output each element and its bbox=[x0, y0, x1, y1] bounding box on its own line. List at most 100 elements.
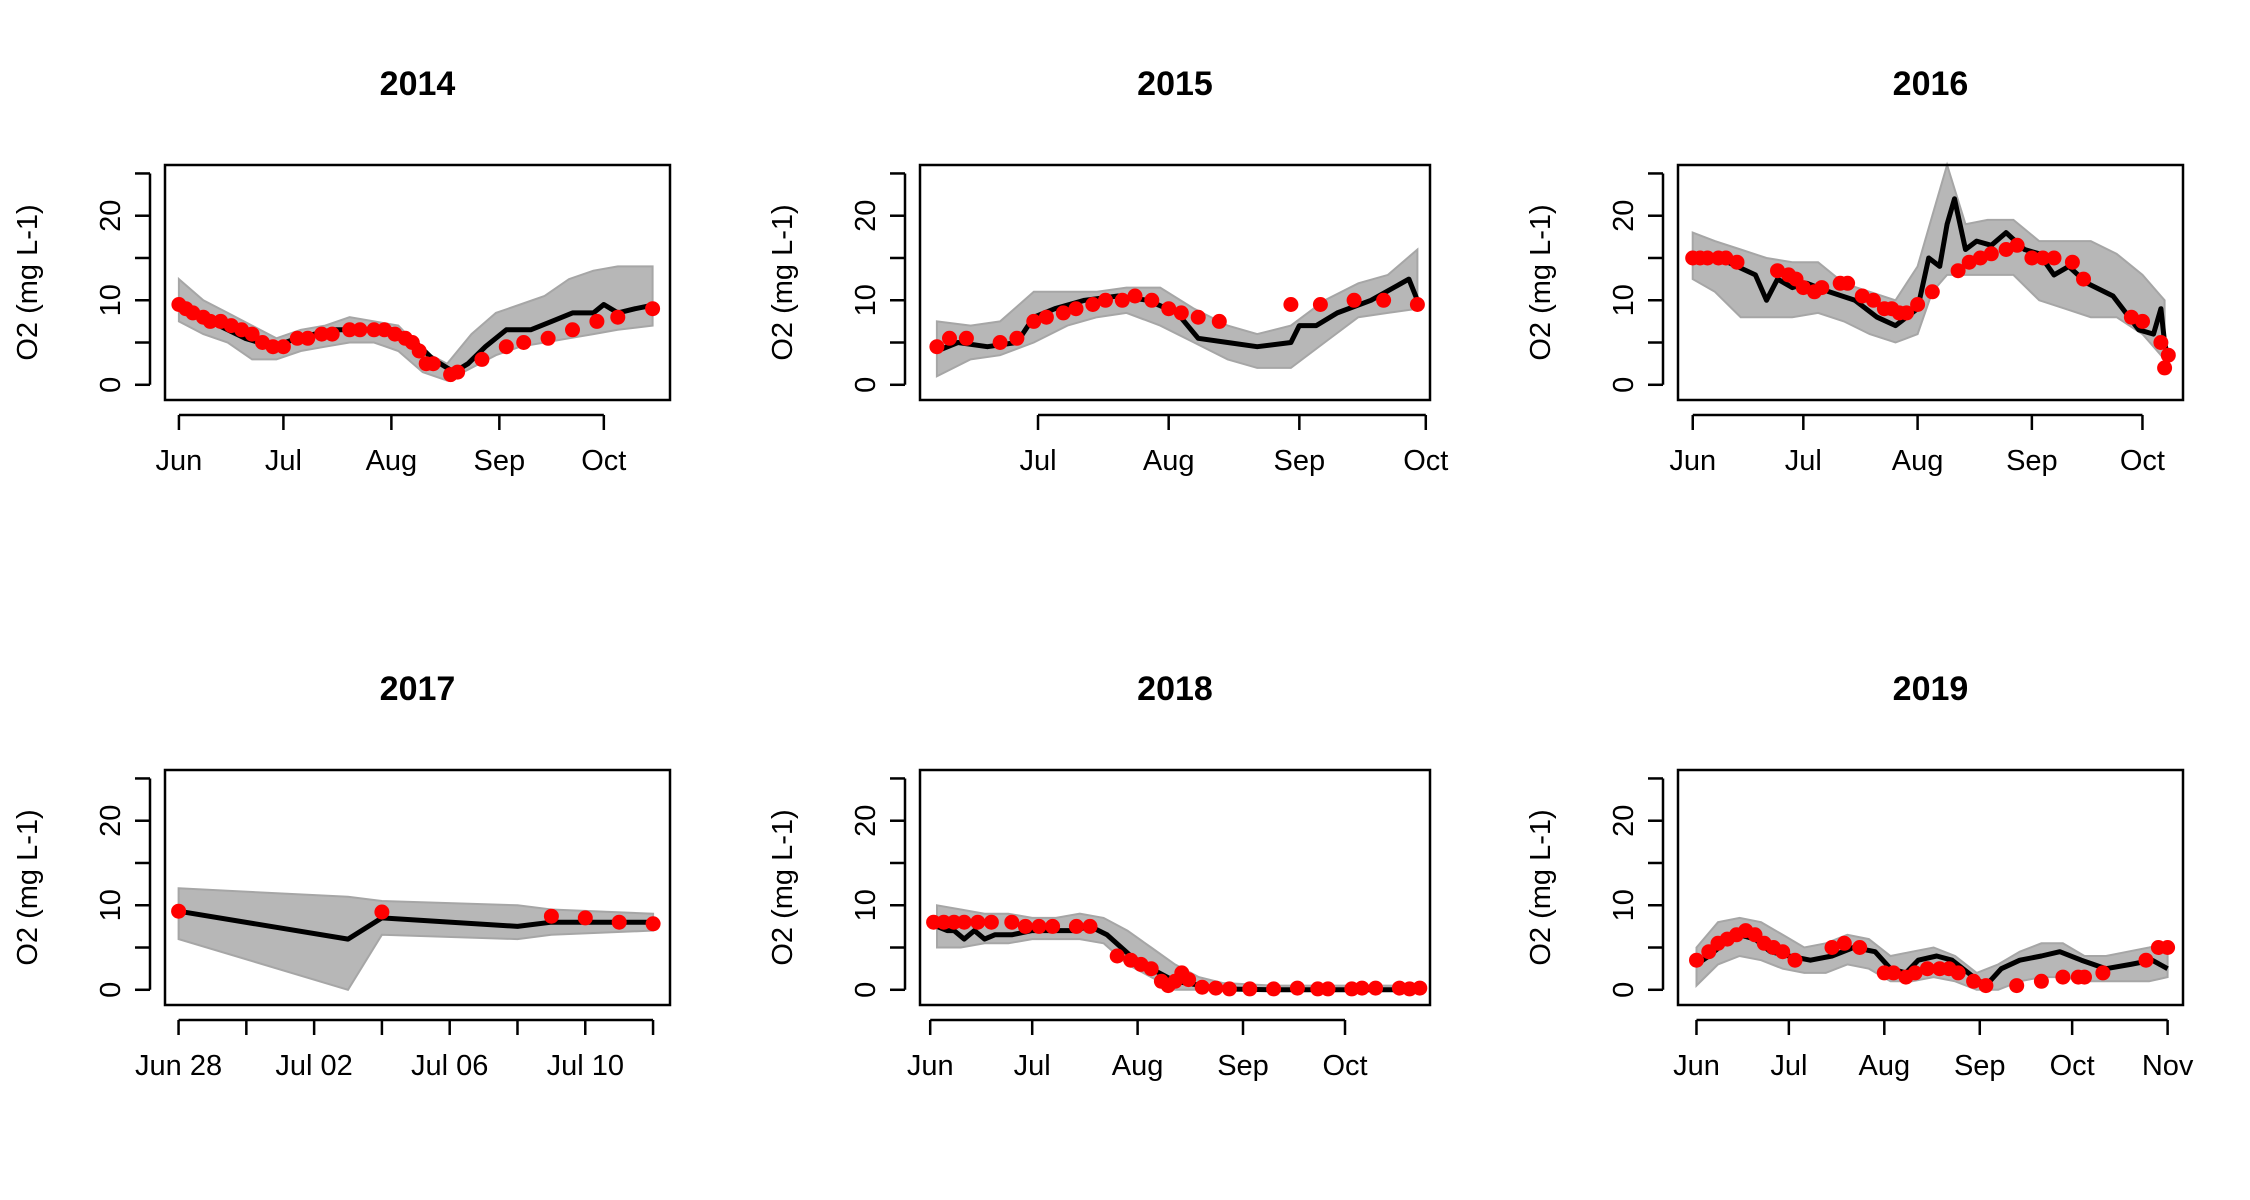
observed-point bbox=[366, 322, 382, 338]
x-tick-label: Oct bbox=[2050, 1050, 2095, 1082]
y-axis-label: O2 (mg L-1) bbox=[767, 204, 799, 360]
observed-point bbox=[2138, 952, 2154, 968]
model-line bbox=[1692, 196, 2171, 360]
observed-point bbox=[1824, 940, 1840, 955]
x-tick-label: Sep bbox=[1274, 445, 1326, 477]
panel-title: 2014 bbox=[380, 65, 456, 103]
observed-point bbox=[2095, 965, 2111, 981]
x-tick-label: Sep bbox=[1954, 1050, 2006, 1082]
observed-point bbox=[1045, 918, 1061, 934]
observed-point bbox=[1412, 980, 1428, 996]
panel-title: 2016 bbox=[1893, 65, 1969, 103]
y-tick-label: 0 bbox=[95, 377, 127, 393]
x-tick-label: Jun bbox=[1673, 1050, 1720, 1082]
y-tick-label: 0 bbox=[95, 982, 127, 998]
x-tick-label: Sep bbox=[1217, 1050, 1269, 1082]
observed-point bbox=[1181, 972, 1197, 988]
panel-2018: 2018 O2 (mg L-1) 0 10 20 Jun Jul Aug Sep Oct bbox=[767, 670, 1432, 1082]
observed-point bbox=[1017, 918, 1033, 934]
panel-title: 2017 bbox=[380, 670, 456, 708]
observed-point bbox=[1983, 246, 1999, 262]
observed-point bbox=[2077, 969, 2092, 985]
observed-point bbox=[645, 916, 661, 932]
panel-2015: 2015 O2 (mg L-1) 0 10 20 Jul Aug Sep Oct bbox=[767, 65, 1448, 477]
y-tick-label: 0 bbox=[850, 377, 882, 393]
observed-point bbox=[516, 335, 532, 350]
x-tick-label: Oct bbox=[1322, 1050, 1367, 1082]
observed-point bbox=[1775, 944, 1791, 960]
x-tick-label: Oct bbox=[1403, 445, 1448, 477]
observed-point bbox=[324, 326, 340, 342]
observed-point bbox=[2153, 335, 2169, 350]
observed-point bbox=[1004, 914, 1020, 930]
x-tick-label: Aug bbox=[1892, 445, 1944, 477]
observed-point bbox=[1924, 284, 1940, 300]
x-tick-label: Oct bbox=[2120, 445, 2165, 477]
observed-point bbox=[956, 914, 972, 930]
observed-point bbox=[1910, 297, 1926, 312]
observed-point bbox=[1173, 305, 1189, 321]
panel-title: 2019 bbox=[1893, 670, 1969, 708]
observed-point bbox=[374, 904, 390, 920]
observed-point bbox=[1312, 297, 1328, 312]
plot-frame bbox=[918, 768, 1432, 1007]
observed-point bbox=[1055, 305, 1071, 321]
x-tick-label: Nov bbox=[2142, 1050, 2194, 1082]
panel-2016: 2016 O2 (mg L-1) 0 10 20 Jun Jul Aug Sep Oct bbox=[1525, 65, 2185, 477]
observed-point bbox=[1289, 980, 1305, 996]
ensemble-band bbox=[177, 887, 655, 991]
observed-point bbox=[1368, 980, 1384, 996]
x-tick-label: Aug bbox=[1112, 1050, 1164, 1082]
y-tick-label: 20 bbox=[1608, 805, 1640, 837]
model-line bbox=[178, 908, 654, 942]
observed-point bbox=[992, 335, 1008, 350]
observed-point bbox=[1320, 981, 1336, 997]
panel-2014: 2014 O2 (mg L-1) 0 10 20 Jun Jul Aug Sep Oct bbox=[12, 65, 672, 477]
ensemble-band bbox=[1695, 916, 2169, 991]
observed-point bbox=[970, 914, 986, 930]
observed-point bbox=[1899, 305, 1914, 321]
observed-point bbox=[2135, 313, 2150, 329]
observed-point bbox=[1068, 918, 1084, 934]
observed-point bbox=[565, 322, 580, 338]
plot-frame bbox=[918, 163, 1432, 402]
y-axis-label: O2 (mg L-1) bbox=[1525, 204, 1557, 360]
observed-point bbox=[1729, 254, 1745, 270]
plot-frame bbox=[1676, 768, 2185, 1007]
observed-point bbox=[411, 343, 427, 359]
panel-2017: 2017 O2 (mg L-1) 0 10 20 Jun 28 Jul 02 Jul 06 Ju… bbox=[12, 670, 672, 1082]
observed-point bbox=[645, 301, 661, 317]
x-tick-label: Jun bbox=[907, 1050, 954, 1082]
x-tick-label: Sep bbox=[474, 445, 526, 477]
y-tick-label: 10 bbox=[850, 889, 882, 921]
observed-point bbox=[2157, 360, 2173, 376]
x-tick-label: Aug bbox=[366, 445, 418, 477]
observed-point bbox=[2160, 347, 2176, 363]
x-tick-label: Jul bbox=[1019, 445, 1056, 477]
observed-point bbox=[543, 908, 559, 924]
y-tick-label: 20 bbox=[95, 200, 127, 232]
observed-point bbox=[2076, 271, 2091, 287]
y-tick-label: 0 bbox=[850, 982, 882, 998]
y-tick-label: 20 bbox=[850, 200, 882, 232]
observed-point bbox=[244, 326, 260, 342]
x-tick-label: Jun bbox=[1669, 445, 1716, 477]
observed-point bbox=[498, 339, 514, 355]
y-axis-label: O2 (mg L-1) bbox=[767, 809, 799, 965]
observed-point bbox=[1346, 292, 1362, 308]
observed-point bbox=[2009, 978, 2025, 994]
observed-point bbox=[474, 351, 490, 367]
x-tick-label: Jun bbox=[156, 445, 203, 477]
observed-point bbox=[202, 313, 218, 329]
observed-point bbox=[1978, 978, 1994, 994]
panel-2019: 2019 O2 (mg L-1) 0 10 20 Jun Jul Aug Sep Oct Nov bbox=[1525, 670, 2194, 1082]
observed-point bbox=[1907, 965, 1923, 981]
observed-point bbox=[2046, 250, 2062, 266]
observed-point bbox=[1700, 250, 1715, 266]
observed-point bbox=[275, 339, 291, 355]
x-tick-label: Jun 28 bbox=[135, 1050, 222, 1082]
x-tick-label: Jul bbox=[265, 445, 302, 477]
observed-point bbox=[314, 326, 330, 342]
observed-point bbox=[1144, 292, 1160, 308]
